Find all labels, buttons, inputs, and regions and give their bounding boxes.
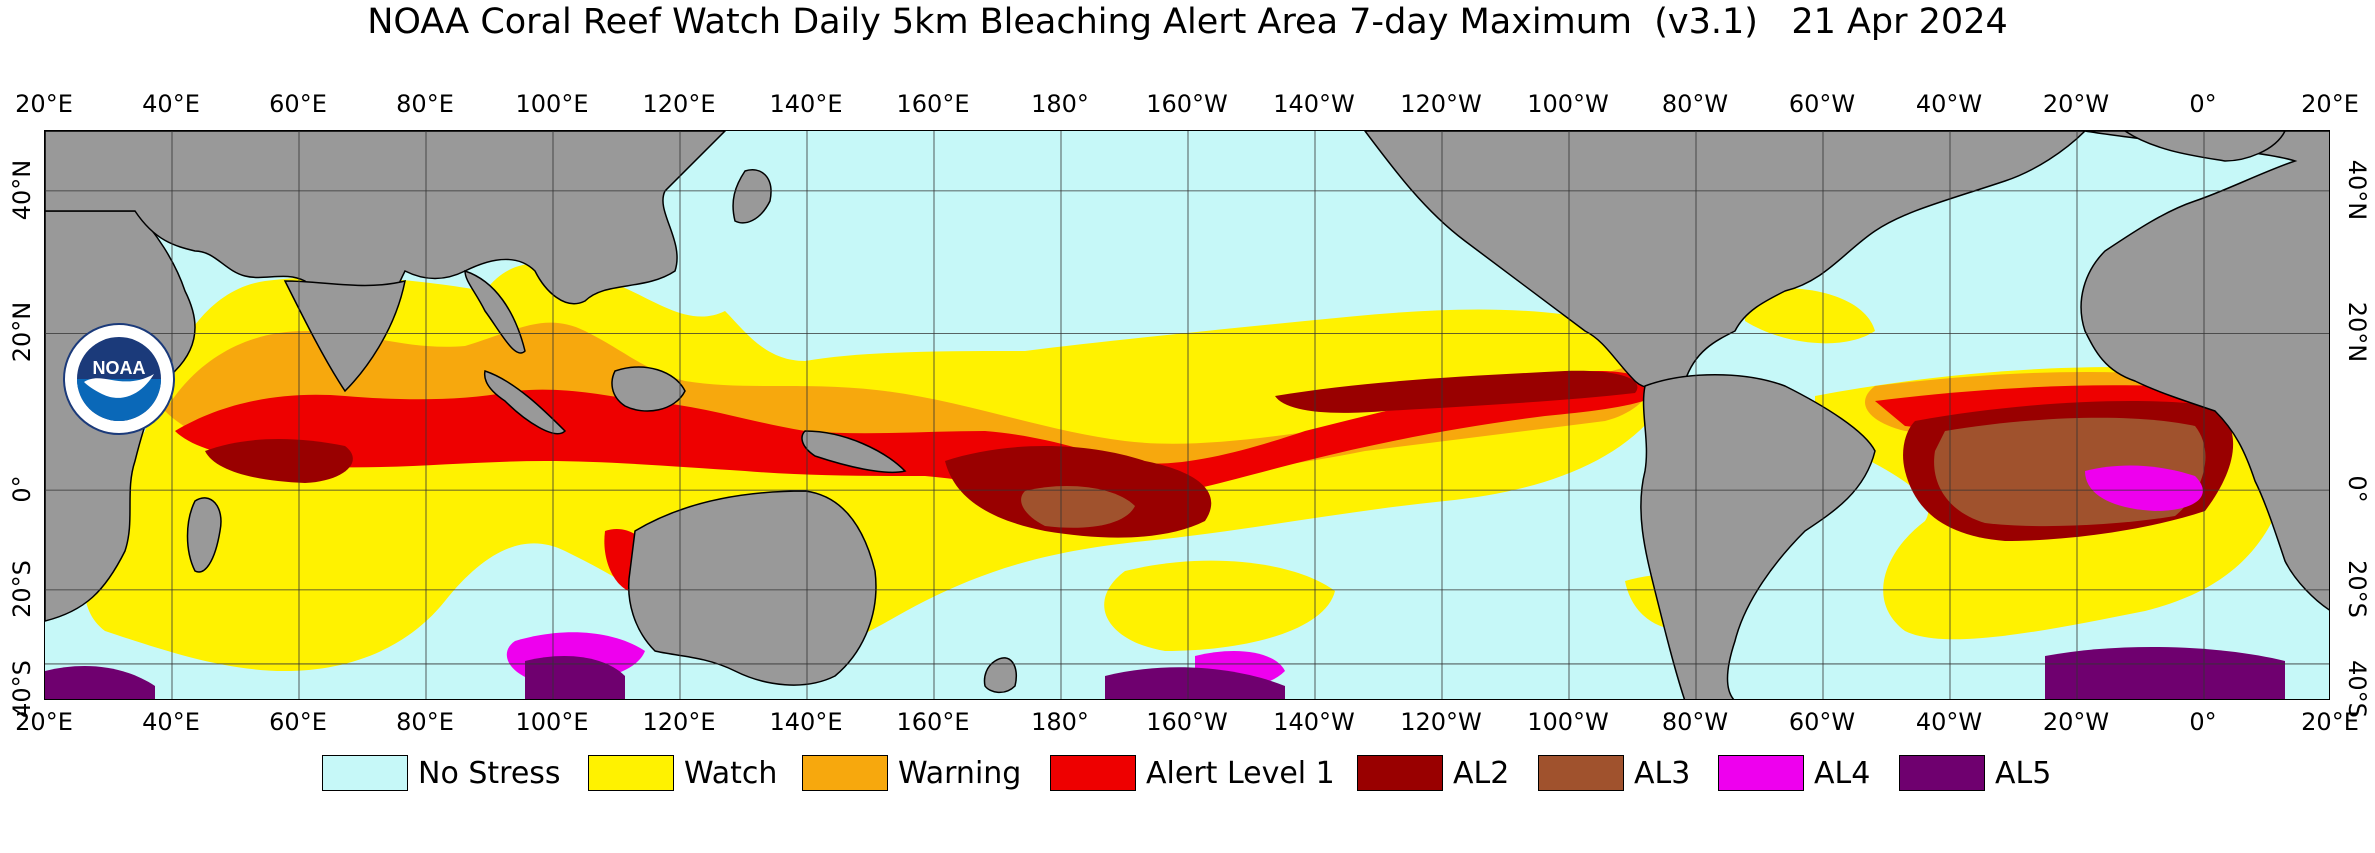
bleaching-alert-map[interactable] <box>44 130 2330 700</box>
x-tick-label: 80°E <box>396 90 454 118</box>
madagascar <box>186 497 222 573</box>
legend-label: AL2 <box>1453 755 1510 791</box>
x-tick-label: 20°E <box>15 90 73 118</box>
x-tick-label: 0° <box>2189 708 2217 736</box>
x-tick-label: 80°W <box>1661 90 1729 118</box>
legend-item: AL2 <box>1357 753 1509 793</box>
legend-label: Warning <box>898 755 1022 791</box>
legend-item: AL4 <box>1718 753 1870 793</box>
x-tick-label: 120°W <box>1400 708 1482 736</box>
eurasia <box>45 131 727 362</box>
legend-item: AL5 <box>1899 753 2051 793</box>
x-tick-label: 140°W <box>1273 90 1355 118</box>
land-masses <box>45 131 2329 699</box>
borneo <box>611 366 686 412</box>
legend-swatch <box>1357 755 1443 791</box>
x-tick-label: 100°W <box>1527 708 1609 736</box>
x-tick-label: 160°W <box>1146 90 1228 118</box>
y-tick-label: 40°S <box>8 659 36 718</box>
x-tick-label: 140°E <box>769 90 843 118</box>
legend-swatch <box>588 755 674 791</box>
x-tick-label: 160°W <box>1146 708 1228 736</box>
y-tick-label: 20°N <box>2343 302 2371 363</box>
alert-level-5-areas <box>45 646 2285 699</box>
x-tick-label: 20°E <box>15 708 73 736</box>
legend-swatch <box>1050 755 1136 791</box>
new-zealand <box>983 657 1017 694</box>
y-tick-label: 0° <box>2343 475 2371 503</box>
x-tick-label: 60°E <box>269 90 327 118</box>
x-tick-label: 0° <box>2189 90 2217 118</box>
x-tick-label: 100°E <box>515 708 589 736</box>
x-tick-label: 60°W <box>1788 90 1856 118</box>
y-tick-label: 0° <box>8 475 36 503</box>
x-tick-label: 180° <box>1031 90 1089 118</box>
legend-label: AL4 <box>1814 755 1871 791</box>
svg-text:NOAA: NOAA <box>93 358 146 378</box>
legend-swatch <box>1718 755 1804 791</box>
legend-item: Alert Level 1 <box>1050 753 1335 793</box>
x-tick-label: 60°E <box>269 708 327 736</box>
legend-label: Watch <box>684 755 778 791</box>
y-tick-label: 20°S <box>8 559 36 618</box>
x-tick-label: 20°E <box>2301 90 2359 118</box>
x-tick-label: 140°W <box>1273 708 1355 736</box>
x-tick-label: 60°W <box>1788 708 1856 736</box>
x-tick-label: 20°W <box>2042 90 2110 118</box>
y-tick-label: 40°N <box>8 159 36 221</box>
x-tick-label: 160°E <box>896 90 970 118</box>
legend-label: Alert Level 1 <box>1146 755 1335 791</box>
x-tick-label: 180° <box>1031 708 1089 736</box>
legend-item: Watch <box>588 753 777 793</box>
south-america <box>1640 374 1876 699</box>
legend: No Stress Watch Warning Alert Level 1 AL2 AL3… <box>0 753 2375 793</box>
legend-label: AL3 <box>1634 755 1691 791</box>
x-tick-label: 120°E <box>642 708 716 736</box>
sumatra <box>483 370 567 435</box>
legend-label: AL5 <box>1995 755 2052 791</box>
north-america <box>1364 131 2087 390</box>
legend-swatch <box>802 755 888 791</box>
x-tick-label: 160°E <box>896 708 970 736</box>
europe <box>2123 131 2286 162</box>
x-tick-label: 120°W <box>1400 90 1482 118</box>
y-tick-label: 40°S <box>2343 659 2371 718</box>
x-tick-label: 100°E <box>515 90 589 118</box>
map-title: NOAA Coral Reef Watch Daily 5km Bleachin… <box>367 2 2008 42</box>
y-tick-label: 20°S <box>2343 559 2371 618</box>
legend-swatch <box>1538 755 1624 791</box>
legend-swatch <box>1899 755 1985 791</box>
x-tick-label: 140°E <box>769 708 843 736</box>
y-tick-label: 40°N <box>2343 159 2371 221</box>
x-tick-label: 20°E <box>2301 708 2359 736</box>
new-guinea <box>801 430 907 474</box>
noaa-logo: NOAA <box>63 323 175 435</box>
x-tick-label: 20°W <box>2042 708 2110 736</box>
japan <box>732 169 772 224</box>
legend-label: No Stress <box>418 755 561 791</box>
y-tick-label: 20°N <box>8 302 36 363</box>
x-tick-label: 40°W <box>1915 90 1983 118</box>
indochina <box>464 269 526 354</box>
x-tick-label: 80°E <box>396 708 454 736</box>
x-tick-label: 80°W <box>1661 708 1729 736</box>
legend-item: No Stress <box>322 753 561 793</box>
australia <box>628 490 877 686</box>
india <box>283 279 406 393</box>
legend-item: AL3 <box>1538 753 1690 793</box>
graticule <box>45 131 2329 699</box>
x-tick-label: 40°W <box>1915 708 1983 736</box>
x-tick-label: 40°E <box>142 90 200 118</box>
x-tick-label: 120°E <box>642 90 716 118</box>
legend-swatch <box>322 755 408 791</box>
legend-item: Warning <box>802 753 1021 793</box>
map-canvas[interactable] <box>45 131 2330 700</box>
x-tick-label: 40°E <box>142 708 200 736</box>
x-tick-label: 100°W <box>1527 90 1609 118</box>
